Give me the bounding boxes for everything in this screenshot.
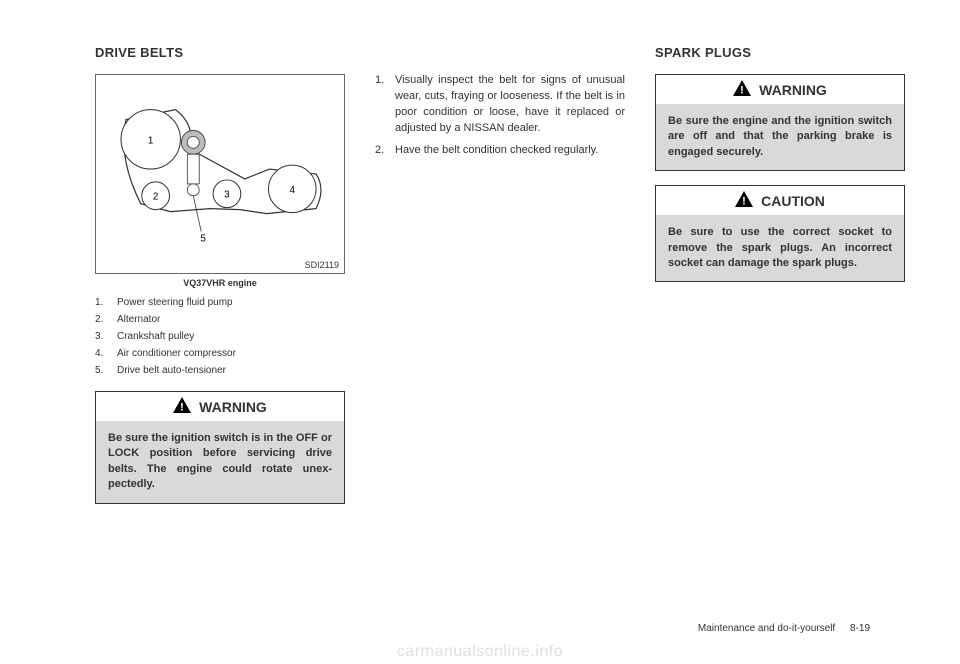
diagram-caption: VQ37VHR engine [95, 278, 345, 288]
column-1: DRIVE BELTS 1 2 3 4 5 [95, 45, 345, 605]
legend-item: 1.Power steering fluid pump [95, 294, 345, 311]
leader-5 [193, 196, 201, 232]
belt-diagram-svg: 1 2 3 4 5 [96, 75, 344, 273]
svg-text:!: ! [740, 85, 744, 97]
warning-body-1: Be sure the ignition switch is in the OF… [96, 421, 344, 503]
instruction-num: 1. [375, 73, 395, 137]
warning-triangle-icon: ! [735, 191, 753, 210]
caution-box: ! CAUTION Be sure to use the correct soc… [655, 185, 905, 282]
instructions-list: 1.Visually inspect the belt for signs of… [375, 73, 625, 165]
instruction-text: Visually inspect the belt for signs of u… [395, 73, 625, 137]
svg-text:!: ! [742, 196, 746, 208]
pulley-4-label: 4 [290, 185, 296, 196]
legend-num: 5. [95, 362, 117, 379]
warning-header-2: ! WARNING [656, 75, 904, 104]
legend-item: 5.Drive belt auto-tensioner [95, 362, 345, 379]
pulley-2-label: 2 [153, 192, 159, 203]
svg-text:!: ! [180, 402, 184, 414]
watermark: carmanualsonline.info [397, 643, 563, 661]
instruction-num: 2. [375, 143, 395, 159]
legend-text: Power steering fluid pump [117, 294, 233, 311]
footer-section: Maintenance and do-it-yourself [698, 623, 835, 634]
warning-body-2: Be sure the engine and the ignition swit… [656, 104, 904, 170]
tensioner-idler [187, 184, 199, 196]
drive-belts-heading: DRIVE BELTS [95, 45, 345, 60]
caution-label: CAUTION [761, 193, 825, 209]
legend-num: 2. [95, 311, 117, 328]
caution-body: Be sure to use the correct socket to rem… [656, 215, 904, 281]
legend-text: Drive belt auto-tensioner [117, 362, 226, 379]
footer-page: 8-19 [850, 623, 870, 634]
diagram-code: SDI2119 [305, 260, 339, 270]
warning-label-2: WARNING [759, 82, 827, 98]
warning-triangle-icon: ! [173, 397, 191, 416]
column-2: 1.Visually inspect the belt for signs of… [375, 45, 625, 605]
legend-text: Crankshaft pulley [117, 328, 194, 345]
legend-item: 3.Crankshaft pulley [95, 328, 345, 345]
belt-diagram-frame: 1 2 3 4 5 SDI2119 [95, 74, 345, 274]
tensioner-inner [187, 136, 199, 148]
legend-num: 4. [95, 345, 117, 362]
legend-text: Alternator [117, 311, 160, 328]
col2-spacer [375, 45, 625, 73]
warning-header-1: ! WARNING [96, 392, 344, 421]
column-3: SPARK PLUGS ! WARNING Be sure the engine… [655, 45, 905, 605]
diagram-legend: 1.Power steering fluid pump 2.Alternator… [95, 294, 345, 379]
legend-item: 2.Alternator [95, 311, 345, 328]
legend-text: Air conditioner compressor [117, 345, 236, 362]
legend-num: 3. [95, 328, 117, 345]
pulley-3-label: 3 [224, 190, 230, 201]
legend-item: 4.Air conditioner compressor [95, 345, 345, 362]
instruction-item: 2.Have the belt condition checked regula… [375, 143, 625, 159]
warning-box-2: ! WARNING Be sure the engine and the ign… [655, 74, 905, 171]
warning-box-1: ! WARNING Be sure the ignition switch is… [95, 391, 345, 504]
spark-plugs-heading: SPARK PLUGS [655, 45, 905, 60]
instruction-text: Have the belt condition checked regularl… [395, 143, 598, 159]
page-footer: Maintenance and do-it-yourself 8-19 [698, 623, 870, 634]
warning-triangle-icon: ! [733, 80, 751, 99]
caution-header: ! CAUTION [656, 186, 904, 215]
legend-num: 1. [95, 294, 117, 311]
tensioner-5-label: 5 [200, 233, 206, 244]
tensioner-arm [187, 154, 199, 184]
warning-label-1: WARNING [199, 399, 267, 415]
instruction-item: 1.Visually inspect the belt for signs of… [375, 73, 625, 137]
page-columns: DRIVE BELTS 1 2 3 4 5 [95, 45, 905, 605]
pulley-1-label: 1 [148, 135, 154, 146]
